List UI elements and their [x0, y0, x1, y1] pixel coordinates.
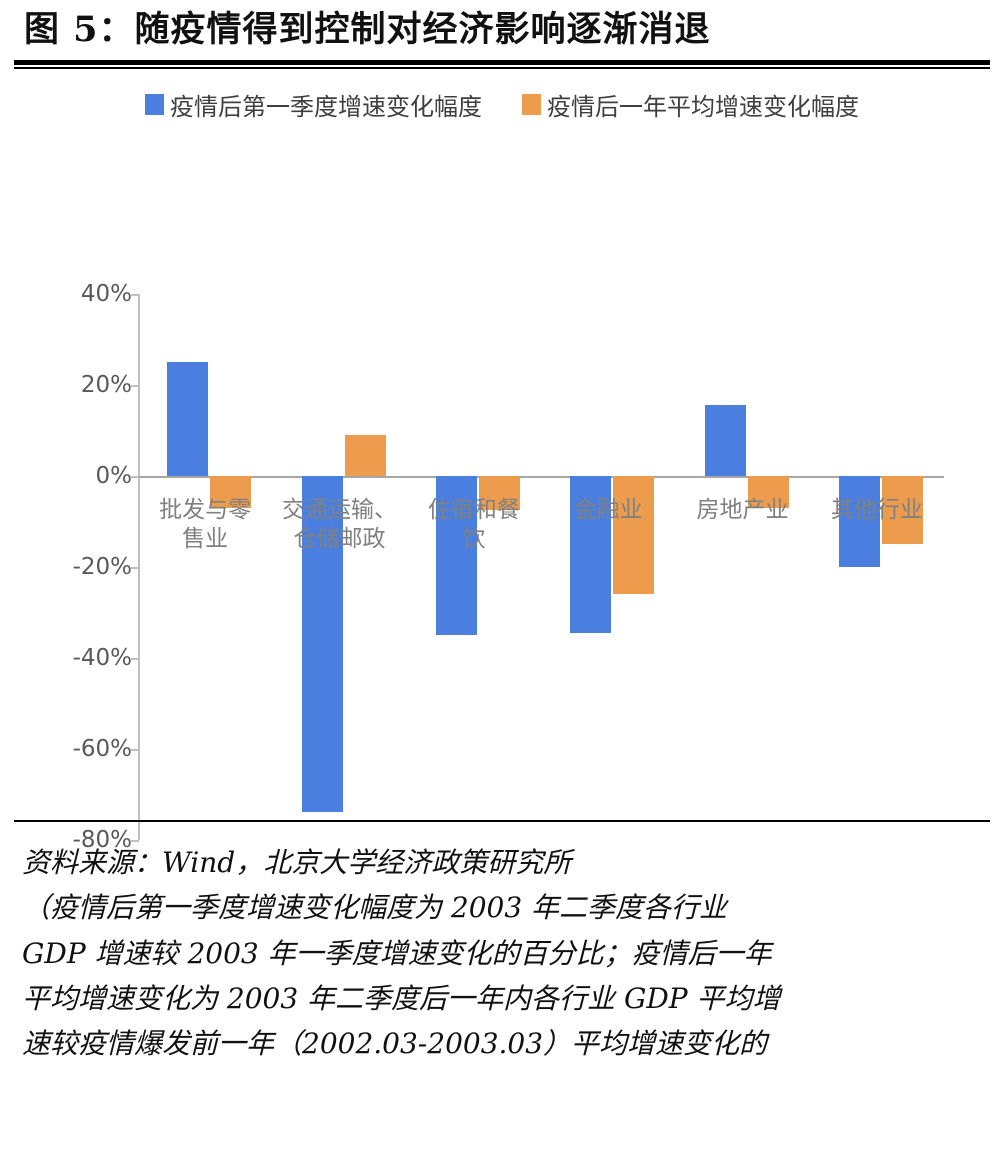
bar-series2[interactable]	[613, 475, 655, 595]
source-line: GDP 增速较 2003 年一季度增速变化的百分比；疫情后一年	[22, 936, 772, 970]
x-category-label-line: 批发与零	[159, 496, 252, 523]
y-axis-line	[138, 293, 140, 840]
x-category-label: 房地产业	[669, 496, 815, 525]
y-tick-label: -60%	[72, 735, 132, 762]
x-category-label-line: 其他行业	[830, 496, 923, 523]
y-tick-label: 40%	[80, 280, 132, 307]
legend-label-orange: 疫情后一年平均增速变化幅度	[547, 92, 859, 121]
bar-series2[interactable]	[344, 434, 386, 476]
bar-series1[interactable]	[167, 362, 209, 476]
zero-baseline	[138, 475, 944, 478]
x-category-label: 交通运输、 仓储邮政	[266, 496, 412, 555]
bar-series2[interactable]	[747, 475, 789, 508]
source-line: 平均增速变化为 2003 年二季度后一年内各行业 GDP 平均增	[22, 982, 781, 1016]
x-category-label-line: 金融业	[573, 496, 643, 523]
x-category-label-line: 房地产业	[696, 496, 789, 523]
plot-area: 40% 20% 0% -20% -40% -60% -80% 批发与零 售业 交通运输、 仓储邮政…	[0, 69, 1004, 853]
bar-series1[interactable]	[704, 405, 746, 476]
y-tick-mark	[131, 748, 139, 751]
title-rule-thin	[14, 66, 990, 69]
x-category-label-line: 售业	[182, 526, 229, 553]
y-tick-mark	[131, 475, 139, 478]
x-category-label: 批发与零 售业	[132, 496, 278, 555]
y-tick-label: -80%	[72, 826, 132, 853]
bar-series2[interactable]	[881, 475, 923, 544]
figure-title-block: 图 5：随疫情得到控制对经济影响逐渐消退	[0, 0, 1004, 58]
y-tick-mark	[131, 384, 139, 387]
bar-series1[interactable]	[838, 475, 880, 567]
bar-series2[interactable]	[210, 475, 252, 508]
x-category-label-line: 饮	[462, 526, 486, 553]
y-tick-label: 20%	[80, 371, 132, 398]
source-line: 资料来源：Wind，北京大学经济政策研究所	[22, 846, 572, 879]
title-rule-thick	[14, 59, 990, 65]
y-tick-label: -20%	[72, 553, 132, 580]
bar-series1[interactable]	[435, 475, 477, 635]
page-title: 图 5：随疫情得到控制对经济影响逐渐消退	[24, 9, 711, 50]
legend-label-blue: 疫情后第一季度增速变化幅度	[170, 92, 482, 121]
legend-item-orange[interactable]: 疫情后一年平均增速变化幅度	[522, 87, 859, 122]
source-block: 资料来源：Wind，北京大学经济政策研究所 （疫情后第一季度增速变化幅度为 200…	[0, 826, 1004, 1067]
source-line: （疫情后第一季度增速变化幅度为 2003 年二季度各行业	[22, 891, 728, 925]
y-tick-mark	[131, 293, 139, 296]
legend-swatch-blue	[145, 93, 164, 115]
y-axis-tick-labels: 40% 20% 0% -20% -40% -60% -80%	[42, 69, 133, 853]
chart-legend: 疫情后第一季度增速变化幅度 疫情后一年平均增速变化幅度	[0, 87, 1004, 122]
y-tick-label: -40%	[72, 644, 132, 671]
bar-series1[interactable]	[570, 475, 612, 633]
y-tick-mark	[131, 839, 139, 842]
bar-series2[interactable]	[478, 475, 520, 511]
x-category-label: 其他行业	[804, 496, 950, 525]
bar-series1[interactable]	[301, 475, 343, 813]
source-line: 速较疫情爆发前一年（2002.03-2003.03）平均增速变化的	[22, 1027, 768, 1061]
chart-region: 疫情后第一季度增速变化幅度 疫情后一年平均增速变化幅度 40% 20% 0% -20%…	[0, 69, 1004, 853]
legend-swatch-orange	[522, 93, 541, 115]
legend-item-blue[interactable]: 疫情后第一季度增速变化幅度	[145, 87, 482, 122]
y-tick-mark	[131, 657, 139, 660]
source-text: 资料来源：Wind，北京大学经济政策研究所 （疫情后第一季度增速变化幅度为 200…	[0, 826, 1004, 1067]
x-category-label-line: 仓储邮政	[293, 526, 386, 553]
x-category-label: 住宿和餐饮	[401, 496, 547, 555]
x-category-label-line: 住宿和餐	[427, 496, 520, 523]
x-category-label: 金融业	[535, 496, 681, 525]
source-rule-top	[14, 820, 990, 822]
x-category-label-line: 交通运输、	[281, 496, 397, 523]
y-tick-label: 0%	[95, 462, 133, 489]
y-tick-mark	[131, 566, 139, 569]
